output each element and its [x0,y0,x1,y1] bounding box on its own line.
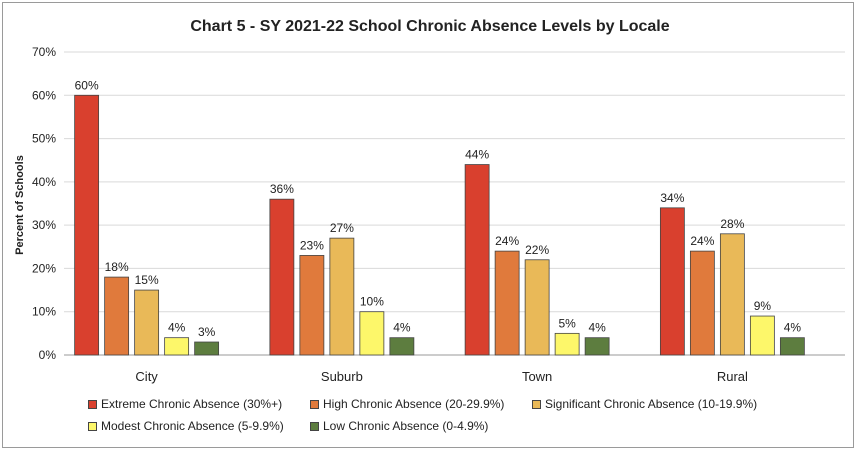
x-category-label: Suburb [321,369,363,384]
bar [689,250,715,356]
legend-item-modest: Modest Chronic Absence (5-9.9%) [88,419,310,433]
bar [584,337,610,356]
legend-swatch-significant [532,399,541,409]
bar [329,237,355,356]
bar [359,311,385,356]
bar [164,337,190,356]
legend: Extreme Chronic Absence (30%+) High Chro… [88,393,828,437]
y-tick-label: 50% [32,132,56,146]
bar-data-label: 4% [588,321,606,335]
bar-data-label: 44% [465,148,489,162]
legend-row-2: Modest Chronic Absence (5-9.9%) Low Chro… [88,415,828,437]
y-tick-label: 60% [32,88,56,102]
bar-data-label: 18% [105,260,129,274]
bar-data-label: 4% [784,321,802,335]
bar [389,337,415,356]
legend-swatch-modest [88,421,97,431]
y-tick-label: 40% [32,175,56,189]
legend-label-low: Low Chronic Absence (0-4.9%) [323,419,489,433]
x-category-label: City [135,369,158,384]
bar [719,233,745,356]
legend-swatch-extreme [88,399,97,409]
chart-title: Chart 5 - SY 2021-22 School Chronic Abse… [190,18,670,35]
bar [104,276,130,356]
legend-swatch-high [310,399,319,409]
bar-data-label: 15% [135,273,159,287]
bar [524,259,550,356]
legend-row-1: Extreme Chronic Absence (30%+) High Chro… [88,393,828,415]
bar-data-label: 23% [300,238,324,252]
bar-data-label: 28% [720,217,744,231]
bar-data-label: 34% [660,191,684,205]
legend-item-significant: Significant Chronic Absence (10-19.9%) [532,397,757,411]
y-axis-label: Percent of Schools [14,155,26,255]
bar-data-label: 4% [168,321,186,335]
bar [464,164,490,356]
bar [749,315,775,356]
bar-data-label: 3% [198,325,216,339]
x-category-label: Rural [717,369,748,384]
bar-data-label: 9% [754,299,772,313]
bar [269,198,295,356]
bar-data-label: 60% [75,78,99,92]
bar-data-label: 10% [360,295,384,309]
legend-item-high: High Chronic Absence (20-29.9%) [310,397,532,411]
bar [494,250,520,356]
bar [779,337,805,356]
y-tick-label: 0% [39,348,57,362]
bar-data-label: 36% [270,182,294,196]
bar [134,289,160,356]
legend-item-low: Low Chronic Absence (0-4.9%) [310,419,488,433]
y-tick-label: 20% [32,261,56,275]
bar-data-label: 4% [393,321,411,335]
legend-swatch-low [310,421,319,431]
y-tick-label: 30% [32,218,56,232]
legend-label-significant: Significant Chronic Absence (10-19.9%) [545,397,758,411]
bar [74,94,100,356]
y-tick-label: 70% [32,45,56,59]
bar [659,207,685,356]
bar-data-label: 24% [495,234,519,248]
bar-data-label: 5% [558,316,576,330]
legend-label-extreme: Extreme Chronic Absence (30%+) [101,397,283,411]
bar [194,341,220,356]
bar-data-label: 24% [690,234,714,248]
bar-data-label: 22% [525,243,549,257]
x-category-label: Town [522,369,552,384]
legend-label-modest: Modest Chronic Absence (5-9.9%) [101,419,284,433]
bar-data-label: 27% [330,221,354,235]
legend-item-extreme: Extreme Chronic Absence (30%+) [88,397,310,411]
bar [299,255,325,356]
y-tick-label: 10% [32,305,56,319]
bar [554,332,580,356]
legend-label-high: High Chronic Absence (20-29.9%) [323,397,505,411]
